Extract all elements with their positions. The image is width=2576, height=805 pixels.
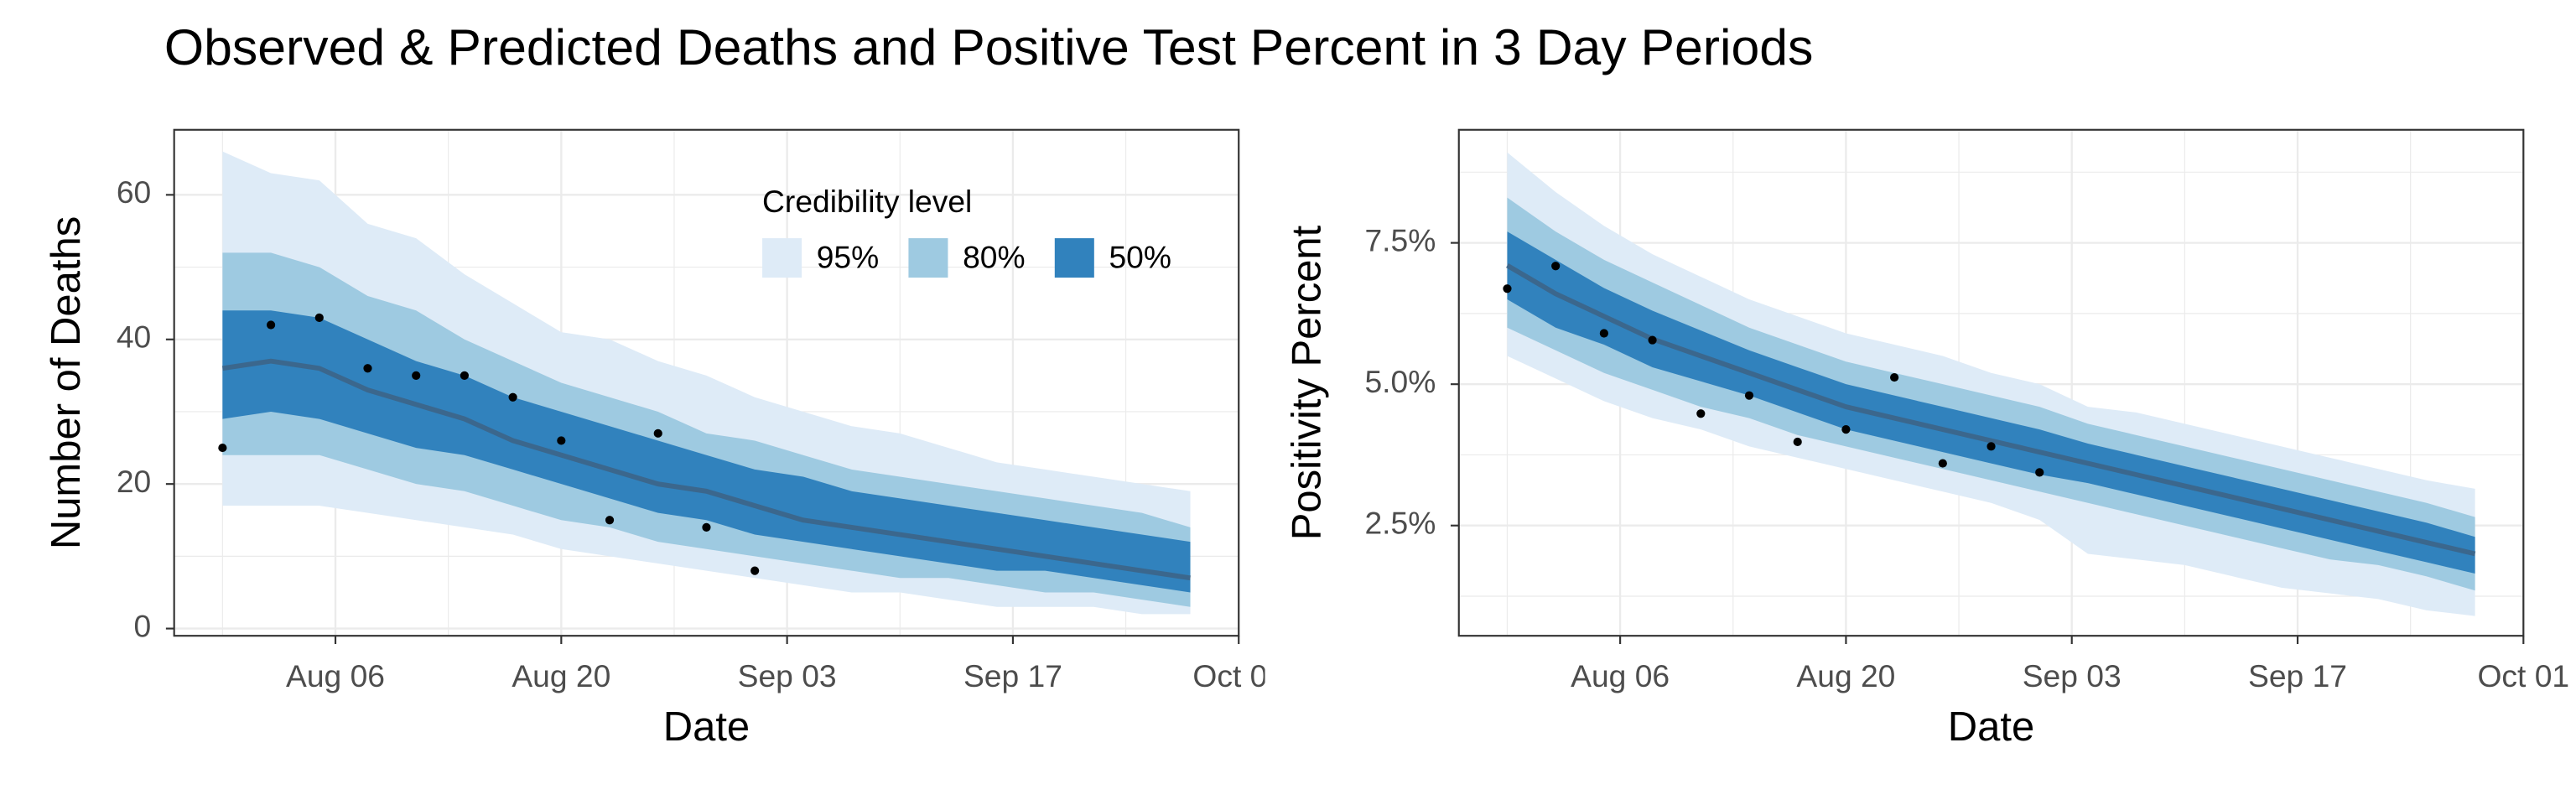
y-tick-label: 0 (134, 608, 152, 643)
x-tick-label: Aug 06 (1571, 658, 1670, 693)
observed-point (218, 443, 227, 453)
observed-point (412, 371, 421, 380)
legend-label: 80% (963, 239, 1026, 274)
observed-point (1890, 372, 1899, 382)
observed-point (1793, 437, 1802, 447)
observed-point (702, 522, 711, 532)
y-axis-title: Number of Deaths (44, 216, 89, 549)
legend-swatch (762, 238, 802, 278)
y-tick-label: 40 (117, 319, 151, 355)
legend-swatch (1054, 238, 1094, 278)
x-tick-label: Aug 06 (286, 658, 385, 693)
x-tick-label: Sep 17 (2248, 658, 2347, 693)
credible-band (1507, 231, 2475, 574)
panel-border (1457, 128, 2525, 637)
plot-panel (173, 128, 1240, 637)
y-tick-label: 7.5% (1364, 222, 1436, 257)
observed-point (363, 364, 372, 373)
observed-point (460, 371, 470, 380)
observed-point (1648, 335, 1657, 345)
y-axis-title: Positivity Percent (1284, 225, 1329, 540)
observed-point (1503, 284, 1512, 293)
x-tick-label: Sep 03 (2023, 658, 2122, 693)
observed-point (750, 566, 760, 575)
plot-panel (1457, 128, 2525, 637)
x-axis-title: Date (663, 704, 750, 750)
observed-point (2035, 468, 2044, 477)
observed-point (1987, 442, 1996, 451)
median-line (221, 358, 1191, 581)
observed-point (1938, 459, 1947, 468)
legend: Credibility level 95% 80% 50% (762, 184, 1171, 278)
legend-title: Credibility level (762, 184, 972, 219)
observed-point (508, 392, 517, 402)
chart: 0 20 40 60 Aug 06 Aug 20 Sep 03 Sep 17 Oct 01 Dat… (44, 128, 1285, 750)
observed-point (605, 516, 615, 525)
y-tick-label: 20 (117, 464, 151, 499)
legend-label: 50% (1109, 239, 1171, 274)
legend-label: 95% (817, 239, 880, 274)
legend-swatch (908, 238, 948, 278)
observed-point (557, 436, 566, 445)
x-tick-label: Aug 20 (1796, 658, 1895, 693)
chart: 2.5% 5.0% 7.5% Aug 06 Aug 20 Sep 03 Sep 17 Oct … (1284, 128, 2569, 750)
x-tick-label: Sep 17 (963, 658, 1062, 693)
x-tick-label: Oct 01 (1192, 658, 1285, 693)
y-tick-label: 2.5% (1364, 506, 1436, 541)
observed-point (653, 428, 662, 438)
x-tick-label: Aug 20 (512, 658, 610, 693)
credible-band (222, 310, 1191, 593)
y-tick-label: 5.0% (1364, 364, 1436, 399)
observed-point (1696, 409, 1706, 418)
observed-point (1551, 262, 1561, 271)
x-tick-label: Oct 01 (2477, 658, 2569, 693)
x-tick-label: Sep 03 (738, 658, 837, 693)
x-axis-title: Date (1948, 704, 2034, 750)
figure-title: Observed & Predicted Deaths and Positive… (164, 18, 1814, 75)
median-line (1505, 263, 2476, 557)
observed-point (1744, 391, 1754, 400)
observed-point (1841, 425, 1851, 434)
panel-border (173, 128, 1240, 637)
observed-point (1599, 329, 1608, 338)
observed-point (266, 320, 276, 330)
y-tick-label: 60 (117, 174, 151, 210)
observed-point (314, 313, 324, 322)
